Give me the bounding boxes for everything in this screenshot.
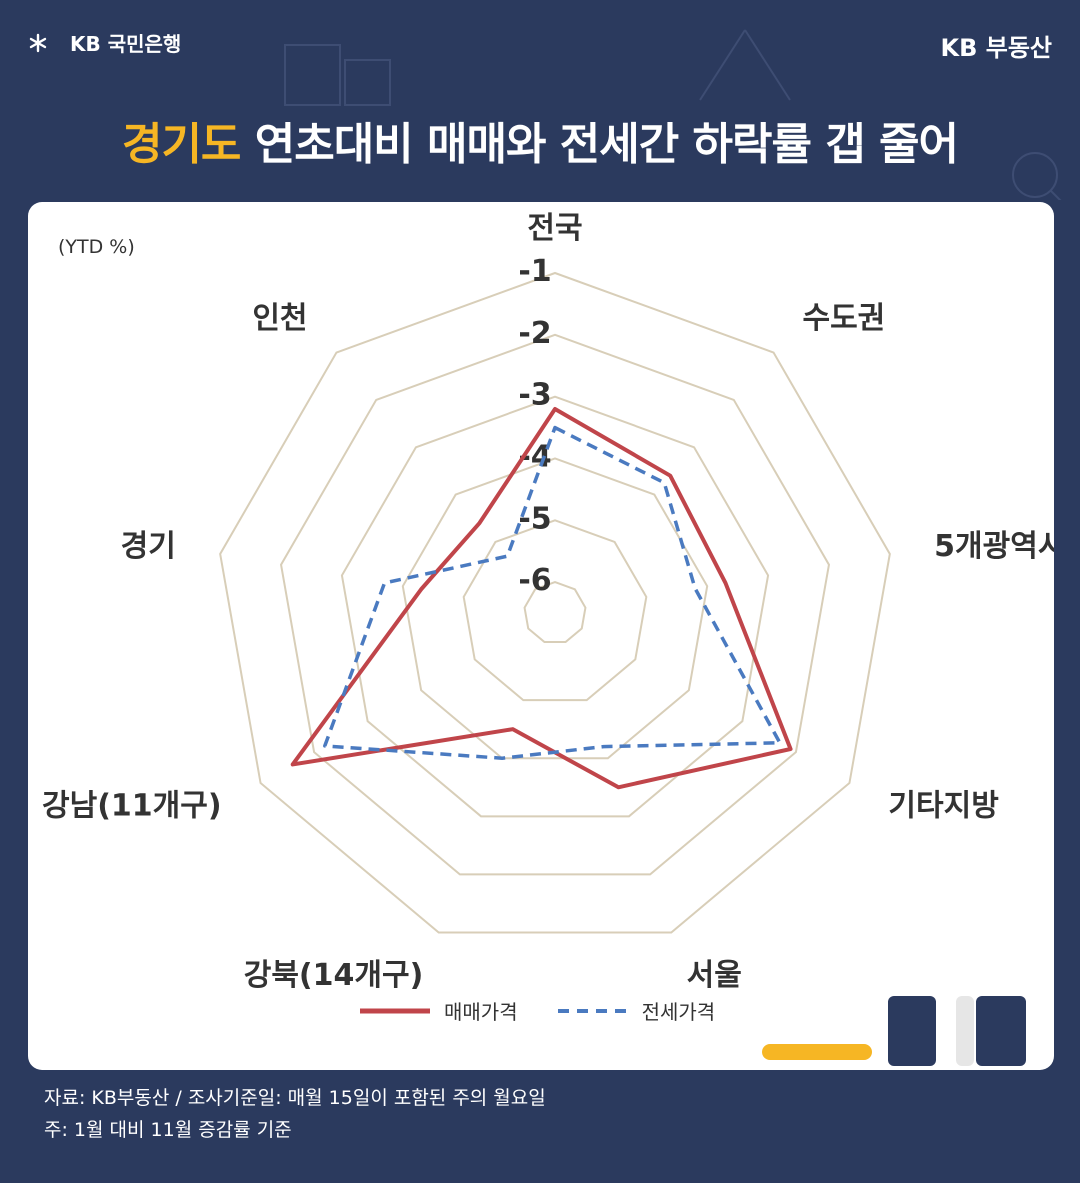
left-brand-text: KB 국민은행	[70, 32, 182, 56]
axis-label: 강북(14개구)	[244, 958, 424, 993]
page-title: 경기도 연초대비 매매와 전세간 하락률 갭 줄어	[0, 108, 1080, 172]
r-tick-label: -3	[518, 378, 551, 413]
legend-item-jeonse: 전세가격	[557, 996, 716, 1025]
kb-star-icon	[29, 33, 47, 52]
legend-label-sale: 매매가격	[444, 1000, 518, 1024]
series-line-jeonse	[323, 425, 782, 760]
axis-label: 경기	[121, 529, 176, 564]
r-tick-label: -2	[518, 316, 551, 351]
kb-realestate-brand: KB 부동산	[940, 34, 1053, 62]
grid-ring-6	[523, 581, 587, 644]
title-rest: 연초대비 매매와 전세간 하락률 갭 줄어	[240, 119, 959, 170]
axis-label: 서울	[687, 958, 742, 993]
r-tick-label: -1	[518, 254, 551, 289]
chart-card: (YTD %) -1 -2 -3 -4 -5 -6 전국 수도권 5개광역시 기타지방 서울 강북(1…	[28, 202, 1054, 1070]
axis-label: 강남(11개구)	[42, 789, 222, 824]
source-note: 자료: KB부동산 / 조사기준일: 매월 15일이 포함된 주의 월요일	[44, 1087, 546, 1109]
axis-label: 전국	[527, 211, 582, 246]
axis-label: 5개광역시	[934, 529, 1054, 564]
unit-label: (YTD %)	[58, 236, 135, 258]
legend-item-sale: 매매가격	[360, 996, 518, 1025]
legend-swatch-jeonse	[557, 1008, 628, 1013]
legend-label-jeonse: 전세가격	[641, 1000, 716, 1024]
grid-ring-2	[279, 333, 831, 876]
axis-label: 수도권	[802, 301, 885, 336]
r-tick-label: -6	[518, 563, 551, 598]
grid-ring-4	[401, 457, 709, 760]
decor-bar	[762, 1044, 872, 1060]
kb-bank-logo: KB 국민은행	[28, 28, 181, 57]
series-line-sale	[290, 407, 793, 790]
title-highlight: 경기도	[121, 119, 241, 170]
grid-ring-5	[462, 519, 648, 702]
legend-swatch-sale	[360, 1008, 430, 1013]
basis-note: 주: 1월 대비 11월 증감률 기준	[44, 1119, 292, 1141]
r-tick-label: -5	[518, 501, 551, 536]
legend: 매매가격 전세가격	[360, 996, 741, 1025]
axis-label: 기타지방	[888, 789, 999, 824]
axis-label: 인천	[252, 301, 307, 336]
background-decoration	[284, 29, 1062, 200]
grid-ring-3	[340, 395, 770, 818]
footer: 자료: KB부동산 / 조사기준일: 매월 15일이 포함된 주의 월요일 주:…	[44, 1082, 546, 1146]
radar-chart: -1-2-3-4-5-6전국수도권5개광역시기타지방서울강북(14개구)강남(1…	[42, 211, 1054, 993]
grid-ring-1	[219, 271, 891, 934]
